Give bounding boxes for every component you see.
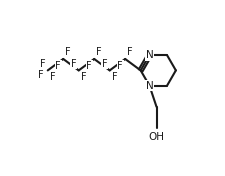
Text: F: F xyxy=(50,72,56,82)
Text: F: F xyxy=(65,47,71,57)
Text: N: N xyxy=(146,50,153,60)
Text: F: F xyxy=(127,47,133,57)
Text: F: F xyxy=(71,59,76,69)
Text: F: F xyxy=(86,61,92,71)
Text: F: F xyxy=(40,59,45,69)
Text: OH: OH xyxy=(148,132,164,142)
Text: N: N xyxy=(146,81,153,91)
Text: F: F xyxy=(96,47,102,57)
Text: F: F xyxy=(112,72,117,82)
Text: F: F xyxy=(102,59,108,69)
Text: F: F xyxy=(38,70,44,80)
Text: F: F xyxy=(81,72,87,82)
Text: F: F xyxy=(117,61,123,71)
Text: F: F xyxy=(55,61,61,71)
